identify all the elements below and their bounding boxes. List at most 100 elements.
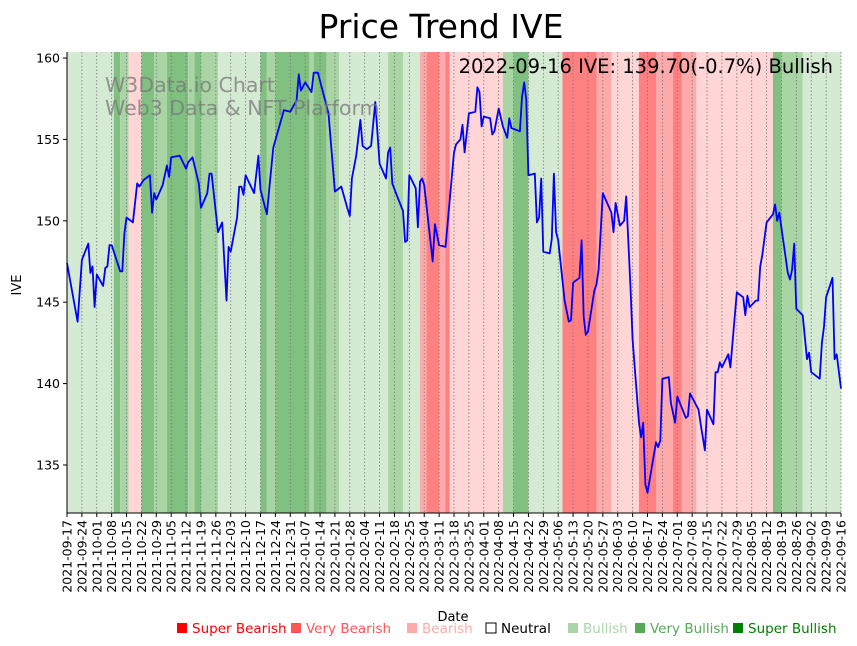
y-tick-label: 145 [36,295,60,310]
x-tick-label: 2021-10-22 [134,520,149,593]
regime-band-bearish [611,52,639,513]
regime-band-super-bearish [562,52,597,513]
x-tick-label: 2021-10-15 [119,520,134,593]
x-tick-label: 2022-02-18 [387,520,402,593]
x-tick-label: 2022-03-18 [447,520,462,593]
regime-band-bullish [339,52,389,513]
regime-band-very-bullish [326,52,340,513]
regime-band-bullish [402,52,420,513]
legend-label: Bearish [422,621,473,637]
last-price-annotation: 2022-09-16 IVE: 139.70(-0.7%) Bullish [459,55,833,78]
x-tick-label: 2022-03-25 [461,520,476,593]
x-tick-label: 2022-04-08 [491,520,506,593]
y-tick-label: 155 [36,132,60,147]
x-tick-label: 2021-12-31 [283,520,298,593]
legend-label: Neutral [501,621,551,637]
regime-band-super-bearish [445,52,450,513]
axes: 2021-09-17 2021-09-24 2021-10-01 2021-10-08… [36,51,848,593]
legend-item-bearish: Bearish [407,621,473,637]
x-tick-label: 2021-09-24 [74,520,89,593]
x-tick-label: 2021-10-01 [89,520,104,593]
legend-swatch [635,623,645,633]
x-tick-label: 2021-11-26 [208,520,223,593]
x-tick-label: 2022-05-20 [580,520,595,593]
x-tick-label: 2022-01-14 [313,520,328,593]
x-tick-label: 2022-05-13 [566,520,581,593]
regime-band-very-bearish [439,52,446,513]
x-tick-label: 2021-11-05 [164,520,179,593]
x-tick-label: 2022-06-17 [640,520,655,593]
x-tick-label: 2021-10-08 [104,520,119,593]
x-tick-label: 2022-01-28 [342,520,357,593]
legend-label: Very Bullish [650,621,729,637]
regime-band-very-bullish [154,52,167,513]
x-tick-label: 2022-08-19 [774,520,789,593]
legend-label: Super Bullish [748,621,837,637]
legend-swatch [407,623,417,633]
x-tick-label: 2022-08-26 [789,520,804,593]
regime-band-very-bullish [781,52,803,513]
x-tick-label: 2021-12-10 [238,520,253,593]
legend-item-super-bearish: Super Bearish [177,621,287,637]
x-tick-label: 2021-09-17 [60,520,75,593]
x-tick-label: 2022-07-08 [685,520,700,593]
regime-band-very-bullish [266,52,276,513]
chart-title: Price Trend IVE [319,7,564,46]
x-tick-label: 2022-04-29 [536,520,551,593]
x-tick-label: 2022-03-04 [417,520,432,593]
regime-band-very-bearish [681,52,697,513]
x-tick-label: 2022-07-01 [670,520,685,593]
y-tick-label: 160 [36,51,60,66]
regime-band-super-bullish [166,52,189,513]
x-tick-label: 2022-07-29 [729,520,744,593]
x-tick-label: 2022-05-27 [595,520,610,593]
x-tick-label: 2022-06-03 [610,520,625,593]
x-tick-label: 2022-04-22 [521,520,536,593]
x-tick-label: 2022-09-16 [834,520,849,593]
x-tick-label: 2022-07-15 [700,520,715,593]
regime-band-very-bearish [596,52,612,513]
legend-swatch [733,623,743,633]
legend-item-neutral: Neutral [485,621,551,637]
x-tick-label: 2021-12-24 [268,520,283,593]
regime-bands [67,52,841,513]
legend-swatch [568,623,578,633]
regime-band-bearish [449,52,503,513]
legend-swatch [177,623,187,633]
legend-label: Super Bearish [192,621,287,637]
regime-band-bullish [67,52,114,513]
watermark-line-2: Web3 Data & NFT Platform [105,96,379,120]
regime-band-super-bullish [513,52,529,513]
regime-band-very-bullish [200,52,218,513]
watermark-line-1: W3Data.io Chart [105,73,275,97]
x-tick-label: 2022-01-21 [327,520,342,593]
regime-band-very-bullish [309,52,314,513]
regime-band-bearish [696,52,773,513]
x-tick-label: 2021-12-17 [253,520,268,593]
regime-band-bullish [802,52,841,513]
x-tick-label: 2021-10-29 [149,520,164,593]
regime-band-very-bullish [502,52,514,513]
y-tick-label: 135 [36,457,60,472]
regime-band-super-bearish [638,52,657,513]
y-tick-label: 150 [36,213,60,228]
legend-item-very-bearish: Very Bearish [291,621,391,637]
regime-band-bullish [217,52,261,513]
x-tick-label: 2021-12-03 [223,520,238,593]
regime-band-super-bullish [275,52,310,513]
x-axis-label: Date [437,610,468,625]
regime-band-super-bullish [141,52,155,513]
x-tick-label: 2022-03-11 [432,520,447,593]
regime-band-very-bullish [188,52,195,513]
regime-band-super-bearish [426,52,440,513]
legend-swatch [485,622,497,634]
x-tick-label: 2022-08-05 [744,520,759,593]
x-tick-label: 2022-01-07 [298,520,313,593]
regime-band-super-bullish [260,52,267,513]
regime-band-bullish [528,52,563,513]
regime-band-very-bearish [419,52,427,513]
legend-item-very-bullish: Very Bullish [635,621,729,637]
regime-band-super-bearish [673,52,682,513]
x-tick-label: 2022-08-12 [759,520,774,593]
